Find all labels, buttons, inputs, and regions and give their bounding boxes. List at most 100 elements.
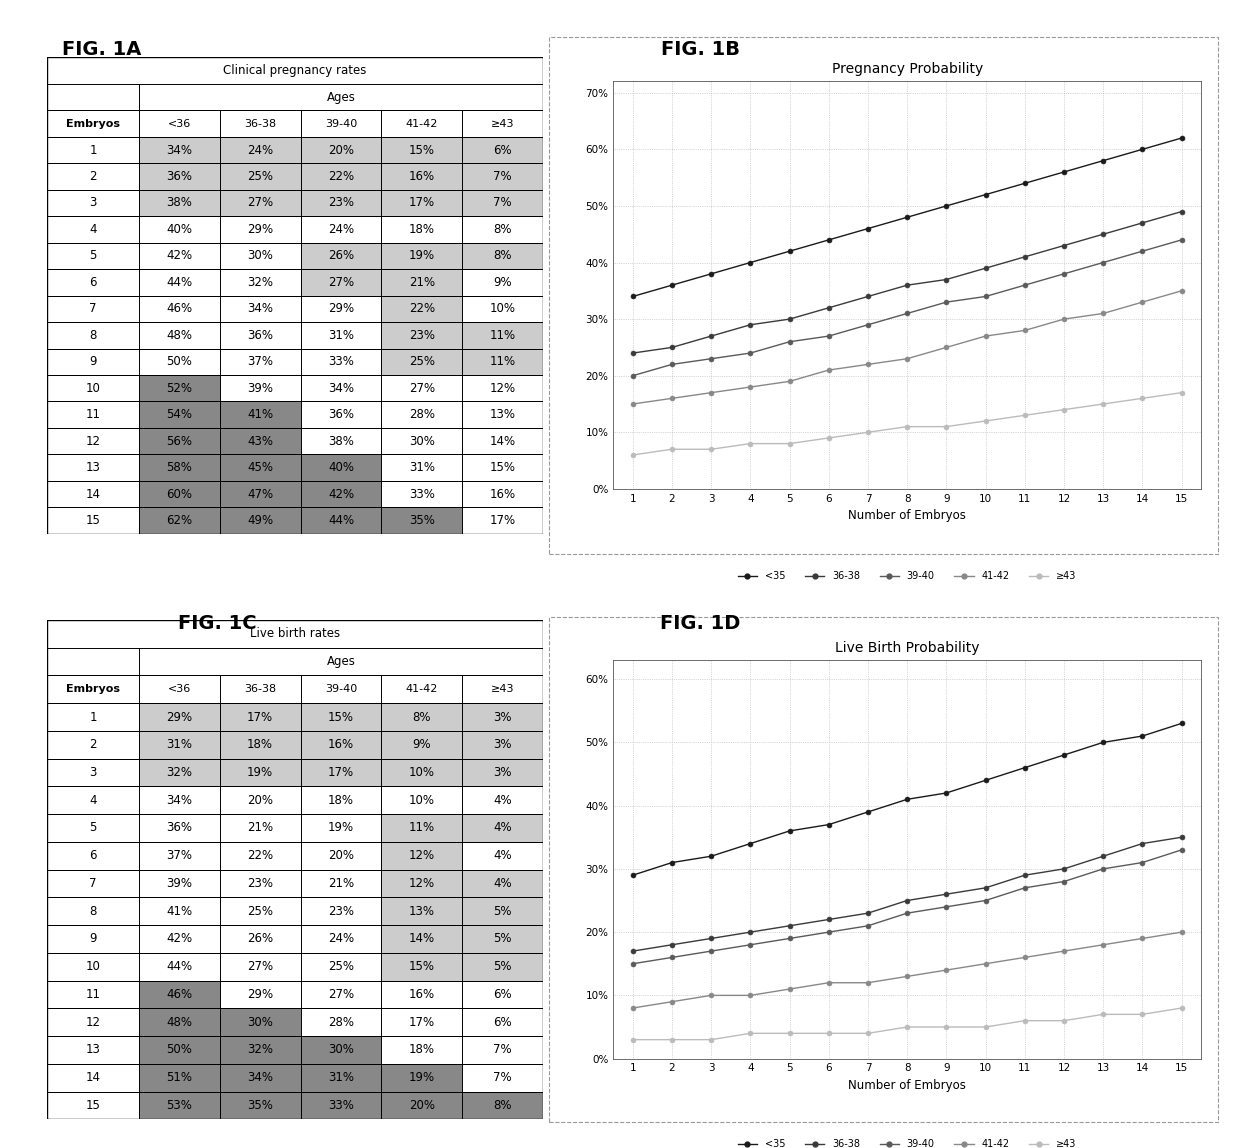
Text: 12: 12 bbox=[86, 1016, 100, 1029]
Text: 38%: 38% bbox=[329, 435, 353, 448]
Bar bbox=[382, 189, 463, 216]
Text: 15: 15 bbox=[86, 1099, 100, 1112]
Text: 17%: 17% bbox=[247, 711, 273, 723]
Bar bbox=[382, 163, 463, 189]
Text: 25%: 25% bbox=[247, 905, 273, 917]
Text: Ages: Ages bbox=[326, 91, 356, 103]
Text: 17%: 17% bbox=[490, 514, 516, 527]
Text: 48%: 48% bbox=[166, 1016, 192, 1029]
Text: 13%: 13% bbox=[490, 409, 516, 421]
Bar bbox=[382, 870, 463, 898]
Text: 18%: 18% bbox=[247, 738, 273, 751]
Legend: <35, 36-38, 39-40, 41-42, ≥43: <35, 36-38, 39-40, 41-42, ≥43 bbox=[734, 1135, 1080, 1148]
Text: 33%: 33% bbox=[329, 355, 353, 369]
Text: 36%: 36% bbox=[247, 328, 273, 342]
Legend: <35, 36-38, 39-40, 41-42, ≥43: <35, 36-38, 39-40, 41-42, ≥43 bbox=[734, 567, 1080, 584]
Bar bbox=[463, 323, 543, 349]
Text: 15%: 15% bbox=[409, 144, 435, 156]
Bar bbox=[139, 1008, 219, 1035]
Bar bbox=[219, 402, 300, 428]
Text: 56%: 56% bbox=[166, 435, 192, 448]
Text: 46%: 46% bbox=[166, 302, 192, 316]
Bar bbox=[300, 189, 382, 216]
Bar bbox=[219, 1035, 300, 1064]
Text: 46%: 46% bbox=[166, 988, 192, 1001]
Text: 32%: 32% bbox=[247, 1044, 273, 1056]
Bar bbox=[139, 980, 219, 1008]
Bar bbox=[219, 481, 300, 507]
Text: 4%: 4% bbox=[494, 850, 512, 862]
Text: 40%: 40% bbox=[166, 223, 192, 236]
Text: 14: 14 bbox=[86, 488, 100, 501]
Text: 15%: 15% bbox=[490, 461, 516, 474]
Text: 15%: 15% bbox=[409, 960, 435, 974]
Text: 29%: 29% bbox=[327, 302, 355, 316]
Text: 6%: 6% bbox=[494, 144, 512, 156]
Text: 44%: 44% bbox=[166, 276, 192, 289]
Bar bbox=[139, 1092, 219, 1119]
Bar bbox=[382, 731, 463, 759]
Text: 3: 3 bbox=[89, 766, 97, 779]
Text: 4%: 4% bbox=[494, 822, 512, 835]
Text: FIG. 1C: FIG. 1C bbox=[177, 614, 257, 634]
Text: 35%: 35% bbox=[247, 1099, 273, 1112]
Text: 8%: 8% bbox=[494, 1099, 512, 1112]
Text: 31%: 31% bbox=[409, 461, 435, 474]
Text: 7%: 7% bbox=[494, 1044, 512, 1056]
Text: 15%: 15% bbox=[329, 711, 353, 723]
Text: 21%: 21% bbox=[409, 276, 435, 289]
Text: 4: 4 bbox=[89, 223, 97, 236]
X-axis label: Number of Embryos: Number of Embryos bbox=[848, 510, 966, 522]
Text: 44%: 44% bbox=[166, 960, 192, 974]
Text: 2: 2 bbox=[89, 170, 97, 183]
Bar bbox=[382, 953, 463, 980]
Text: 5%: 5% bbox=[494, 905, 512, 917]
Text: 34%: 34% bbox=[166, 793, 192, 807]
Text: 16%: 16% bbox=[409, 170, 435, 183]
Bar bbox=[463, 870, 543, 898]
Bar bbox=[139, 189, 219, 216]
Text: 19%: 19% bbox=[409, 1071, 435, 1084]
Text: 49%: 49% bbox=[247, 514, 273, 527]
Text: 12: 12 bbox=[86, 435, 100, 448]
Text: 45%: 45% bbox=[247, 461, 273, 474]
Text: 10%: 10% bbox=[409, 793, 435, 807]
Text: 39-40: 39-40 bbox=[325, 684, 357, 695]
Text: 5%: 5% bbox=[494, 932, 512, 946]
Text: Embryos: Embryos bbox=[66, 684, 120, 695]
Text: 8: 8 bbox=[89, 328, 97, 342]
Text: 19%: 19% bbox=[409, 249, 435, 263]
Text: 30%: 30% bbox=[247, 1016, 273, 1029]
Text: <36: <36 bbox=[167, 118, 191, 129]
Text: 23%: 23% bbox=[409, 328, 435, 342]
Text: 7: 7 bbox=[89, 877, 97, 890]
Bar bbox=[219, 1064, 300, 1092]
Text: 25%: 25% bbox=[409, 355, 435, 369]
Text: 44%: 44% bbox=[327, 514, 355, 527]
Text: 12%: 12% bbox=[490, 382, 516, 395]
Text: 10%: 10% bbox=[409, 766, 435, 779]
Text: 8%: 8% bbox=[413, 711, 432, 723]
Text: Ages: Ages bbox=[326, 656, 356, 668]
Text: 50%: 50% bbox=[166, 355, 192, 369]
Text: 3%: 3% bbox=[494, 711, 512, 723]
Text: 54%: 54% bbox=[166, 409, 192, 421]
Text: 17%: 17% bbox=[409, 1016, 435, 1029]
Text: 10: 10 bbox=[86, 382, 100, 395]
Text: 50%: 50% bbox=[166, 1044, 192, 1056]
Bar bbox=[300, 137, 382, 163]
Bar bbox=[219, 1008, 300, 1035]
Text: 6%: 6% bbox=[494, 988, 512, 1001]
Text: 31%: 31% bbox=[329, 1071, 353, 1084]
Text: 32%: 32% bbox=[247, 276, 273, 289]
Title: Live Birth Probability: Live Birth Probability bbox=[835, 641, 980, 654]
Bar bbox=[382, 814, 463, 841]
Text: 16%: 16% bbox=[409, 988, 435, 1001]
Text: 1: 1 bbox=[89, 711, 97, 723]
Text: 15: 15 bbox=[86, 514, 100, 527]
Text: 11: 11 bbox=[86, 409, 100, 421]
Text: 10: 10 bbox=[86, 960, 100, 974]
Text: 27%: 27% bbox=[247, 960, 273, 974]
Text: 24%: 24% bbox=[247, 144, 273, 156]
Text: 29%: 29% bbox=[247, 223, 273, 236]
